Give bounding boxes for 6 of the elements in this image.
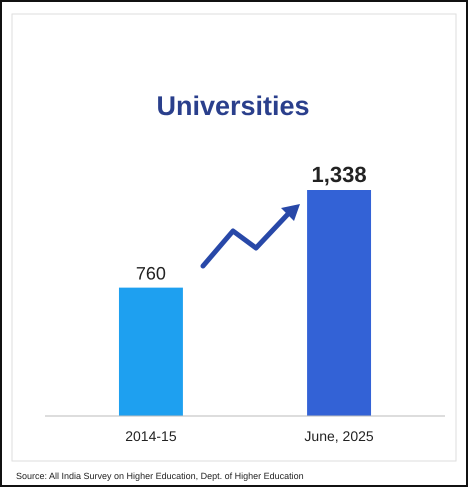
chart-title: Universities xyxy=(156,91,310,121)
x-tick-label: 2014-15 xyxy=(125,428,177,444)
data-label: 1,338 xyxy=(312,162,367,187)
x-tick-label: June, 2025 xyxy=(304,428,374,444)
data-label: 760 xyxy=(136,264,166,284)
source-note: Source: All India Survey on Higher Education, Dept. of Higher Education xyxy=(16,471,304,481)
